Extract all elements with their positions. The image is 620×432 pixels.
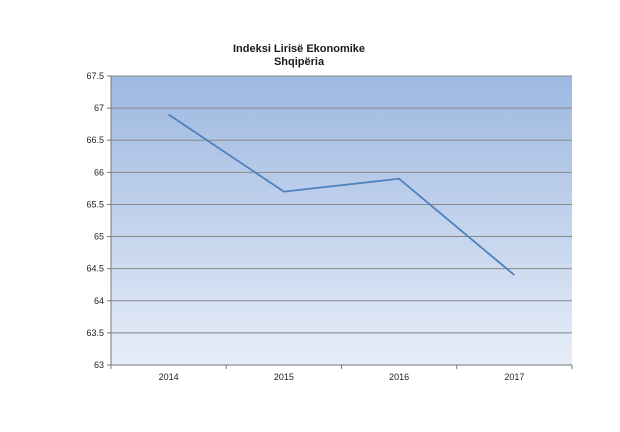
x-tick-label: 2014	[159, 372, 179, 382]
y-tick-label: 67.5	[86, 71, 104, 81]
y-tick-label: 63.5	[86, 328, 104, 338]
y-tick-label: 66	[94, 167, 104, 177]
series-line	[168, 113, 515, 276]
gridlines	[111, 75, 572, 334]
y-axis-ticks: 63 63.5 64 64.5 65 65.5 66 66.5 67 67.5	[86, 71, 111, 370]
y-tick-label: 64	[94, 296, 104, 306]
x-tick-label: 2016	[389, 372, 409, 382]
y-tick-label: 63	[94, 360, 104, 370]
series-group	[168, 113, 515, 276]
y-tick-label: 65	[94, 232, 104, 242]
plot-area	[111, 76, 572, 365]
y-tick-label: 67	[94, 103, 104, 113]
x-tick-label: 2017	[504, 372, 524, 382]
y-tick-label: 65.5	[86, 199, 104, 209]
chart-subtitle: Shqipëria	[274, 56, 325, 68]
y-tick-label: 66.5	[86, 135, 104, 145]
y-tick-label: 64.5	[86, 264, 104, 274]
chart-title: Indeksi Lirisë Ekonomike	[233, 43, 365, 55]
x-axis-ticks: 2014 2015 2016 2017	[110, 365, 573, 382]
x-tick-label: 2015	[274, 372, 294, 382]
